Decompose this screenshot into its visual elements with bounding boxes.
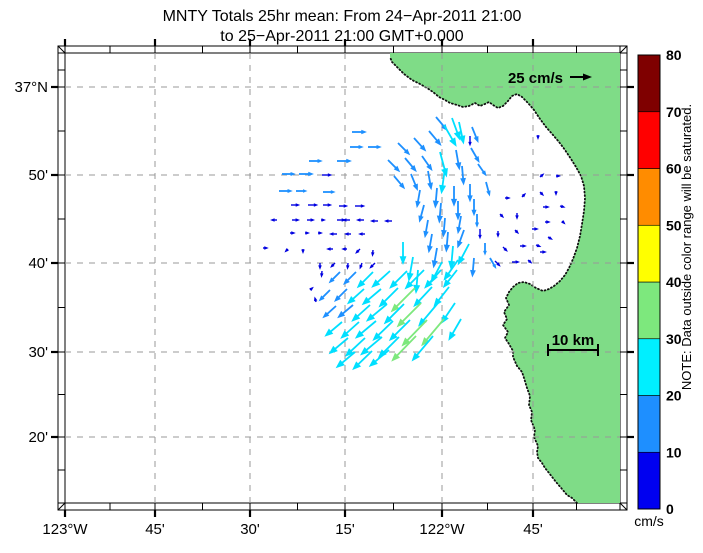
x-axis-tick-label: 122°W — [419, 521, 465, 538]
colorbar-segment — [638, 282, 660, 339]
x-axis-tick-label: 45' — [523, 521, 543, 538]
colorbar-segment — [638, 396, 660, 453]
colorbar-units-label: cm/s — [634, 513, 664, 529]
scale-bar-label: 10 km — [552, 332, 595, 349]
y-axis-tick-label: 40' — [28, 255, 48, 272]
colorbar-segment — [638, 452, 660, 509]
x-axis-tick-label: 15' — [335, 521, 355, 538]
reference-vector-label: 25 cm/s — [508, 70, 563, 87]
colorbar-segment — [638, 55, 660, 112]
figure-title-line1: MNTY Totals 25hr mean: From 24−Apr‑2011 … — [163, 8, 522, 25]
colorbar-segment — [638, 169, 660, 226]
y-axis-tick-label: 37°N — [14, 79, 48, 96]
colorbar-tick-label: 10 — [666, 444, 682, 460]
colorbar-tick-label: 0 — [666, 501, 674, 517]
y-axis-tick-label: 50' — [28, 167, 48, 184]
colorbar-segment — [638, 112, 660, 169]
colorbar-segment — [638, 339, 660, 396]
figure-title-line2: to 25−Apr‑2011 21:00 GMT+0.000 — [220, 28, 464, 45]
x-axis-tick-label: 45' — [145, 521, 165, 538]
x-axis-tick-label: 30' — [240, 521, 260, 538]
y-axis-tick-label: 30' — [28, 344, 48, 361]
colorbar-segment — [638, 225, 660, 282]
x-axis-tick-label: 123°W — [42, 521, 88, 538]
colorbar-note-text: NOTE: Data outside color range will be s… — [679, 104, 694, 390]
y-axis-tick-label: 20' — [28, 429, 48, 446]
colorbar-tick-label: 80 — [666, 47, 682, 63]
